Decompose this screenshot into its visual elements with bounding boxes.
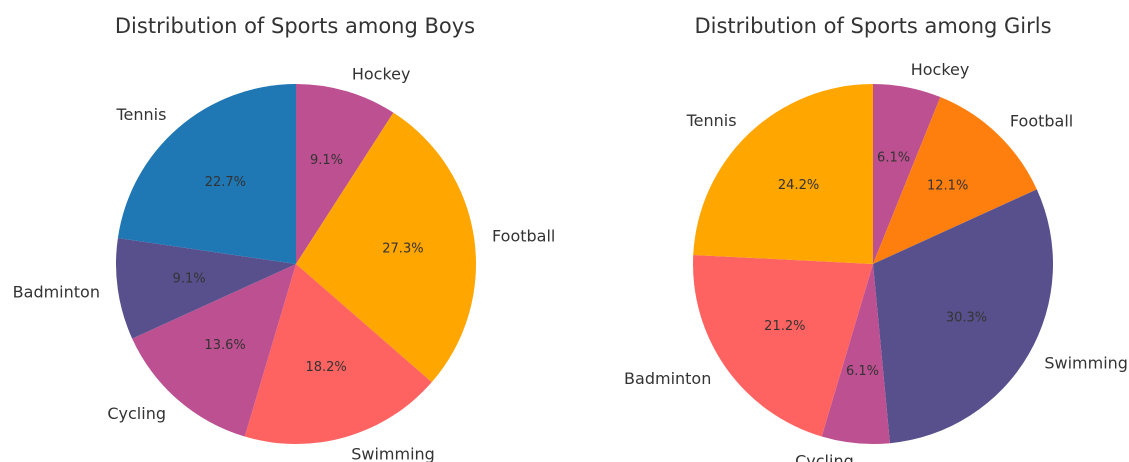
boys-slice-swimming <box>244 264 432 444</box>
girls-category-label-badminton: Badminton <box>624 369 711 388</box>
boys-pct-label-football: 27.3% <box>382 241 423 256</box>
girls-slice-swimming <box>873 189 1053 444</box>
girls-pct-label-badminton: 21.2% <box>764 319 805 334</box>
girls-category-label-hockey: Hockey <box>911 60 970 79</box>
boys-chart-title: Distribution of Sports among Boys <box>114 14 476 38</box>
girls-pct-label-cycling: 6.1% <box>846 364 879 379</box>
girls-pct-label-hockey: 6.1% <box>877 150 910 165</box>
boys-pct-label-tennis: 22.7% <box>205 175 246 190</box>
girls-slice-cycling <box>821 264 890 444</box>
boys-category-label-swimming: Swimming <box>351 445 435 462</box>
girls-category-label-tennis: Tennis <box>686 111 737 130</box>
boys-slice-badminton <box>116 238 296 339</box>
girls-slice-hockey <box>873 84 941 264</box>
girls-pie-chart: 6.1% Hockey 12.1% Football 30.3% Swimming 6.1%… <box>624 60 1128 462</box>
girls-pct-label-swimming: 30.3% <box>946 311 987 326</box>
girls-pct-label-football: 12.1% <box>927 178 968 193</box>
boys-slice-tennis <box>117 84 296 264</box>
boys-category-label-football: Football <box>492 227 555 246</box>
boys-pct-label-swimming: 18.2% <box>305 360 346 375</box>
girls-category-label-cycling: Cycling <box>795 452 854 462</box>
boys-slice-football <box>296 112 476 383</box>
boys-category-label-hockey: Hockey <box>352 65 411 84</box>
boys-slice-cycling <box>132 264 296 437</box>
girls-category-label-swimming: Swimming <box>1044 354 1128 373</box>
girls-chart-title: Distribution of Sports among Girls <box>694 14 1052 38</box>
girls-slice-tennis <box>693 84 873 264</box>
girls-slice-badminton <box>692 254 873 437</box>
boys-category-label-badminton: Badminton <box>13 282 100 301</box>
boys-category-label-cycling: Cycling <box>107 404 166 423</box>
boys-pct-label-cycling: 13.6% <box>204 338 245 353</box>
girls-category-label-football: Football <box>1010 111 1073 130</box>
boys-pct-label-badminton: 9.1% <box>173 272 206 287</box>
girls-slice-football <box>873 97 1037 264</box>
boys-slice-hockey <box>296 84 394 264</box>
boys-category-label-tennis: Tennis <box>115 105 166 124</box>
boys-pie-chart: 9.1% Hockey 27.3% Football 18.2% Swimming 13.6… <box>13 65 556 462</box>
boys-pct-label-hockey: 9.1% <box>310 153 343 168</box>
girls-pct-label-tennis: 24.2% <box>778 178 819 193</box>
